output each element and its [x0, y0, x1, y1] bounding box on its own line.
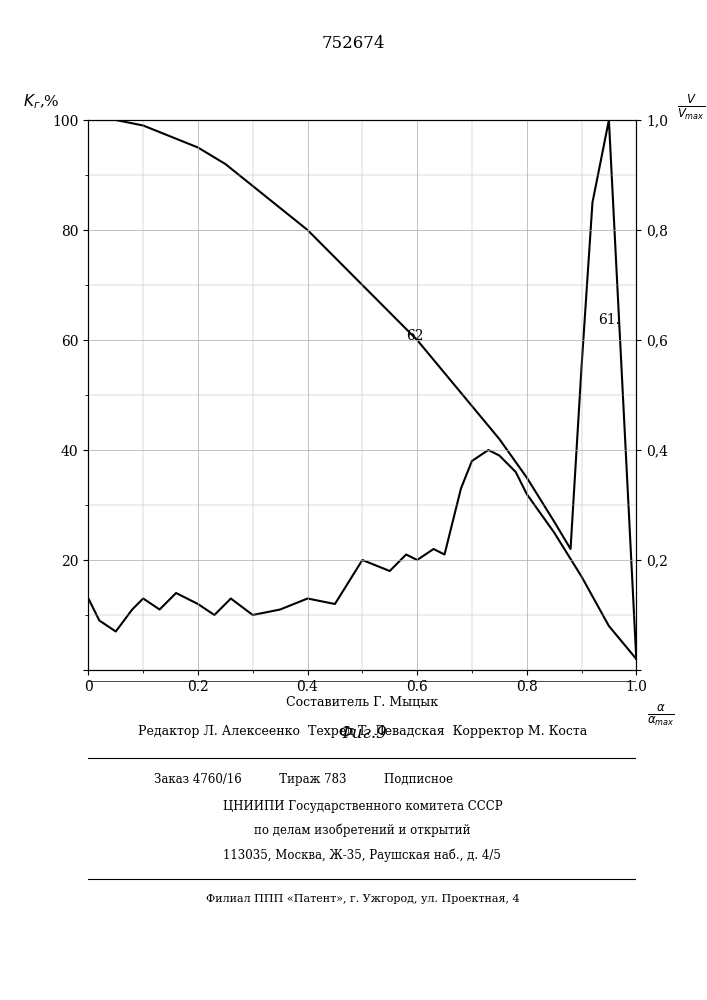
Text: $K_{г}$,%: $K_{г}$,% — [23, 93, 59, 111]
Text: Редактор Л. Алексеенко  Техред Т. Левадская  Корректор М. Коста: Редактор Л. Алексеенко Техред Т. Левадск… — [138, 725, 587, 738]
Text: 752674: 752674 — [322, 35, 385, 52]
Text: по делам изобретений и открытий: по делам изобретений и открытий — [254, 824, 471, 837]
Text: Заказ 4760/16          Тираж 783          Подписное: Заказ 4760/16 Тираж 783 Подписное — [154, 774, 453, 786]
Text: 113035, Москва, Ж-35, Раушская наб., д. 4/5: 113035, Москва, Ж-35, Раушская наб., д. … — [223, 848, 501, 862]
Text: $\frac{\alpha}{\alpha_{max}}$: $\frac{\alpha}{\alpha_{max}}$ — [648, 703, 675, 728]
Text: Составитель Г. Мыцык: Составитель Г. Мыцык — [286, 696, 438, 710]
Text: Филиал ППП «Патент», г. Ужгород, ул. Проектная, 4: Филиал ППП «Патент», г. Ужгород, ул. Про… — [206, 894, 519, 904]
Text: ЦНИИПИ Государственного комитета СССР: ЦНИИПИ Государственного комитета СССР — [223, 800, 502, 813]
Text: $\frac{V}{V_{max}}$: $\frac{V}{V_{max}}$ — [677, 93, 705, 122]
Text: 62: 62 — [407, 329, 423, 343]
Text: Фиг.9: Фиг.9 — [338, 725, 387, 742]
Text: 61.: 61. — [598, 312, 620, 326]
